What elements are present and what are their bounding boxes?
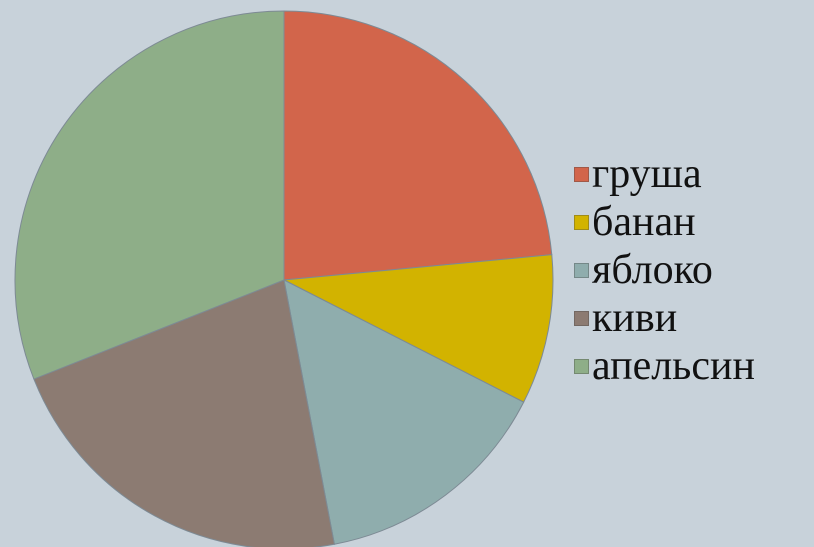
legend-item: груша: [574, 150, 755, 198]
pie-slice-5: [14, 10, 285, 380]
legend-swatch: [574, 262, 589, 278]
legend-label: апельсин: [592, 343, 755, 389]
legend-label: груша: [592, 151, 702, 197]
legend-label: банан: [592, 199, 696, 245]
pie-slice-3: [283, 279, 525, 545]
pie-slice-1: [283, 10, 553, 281]
legend-item: банан: [574, 198, 755, 246]
legend-swatch: [574, 214, 589, 230]
legend-item: киви: [574, 294, 755, 342]
pie-slice-4: [33, 279, 335, 547]
legend: груша банан яблоко киви апельсин: [574, 150, 755, 390]
legend-item: яблоко: [574, 246, 755, 294]
legend-label: яблоко: [592, 247, 713, 293]
legend-swatch: [574, 358, 589, 374]
legend-item: апельсин: [574, 342, 755, 390]
legend-label: киви: [592, 295, 678, 341]
legend-swatch: [574, 310, 589, 326]
legend-swatch: [574, 166, 589, 182]
pie-slice-2: [282, 254, 554, 403]
